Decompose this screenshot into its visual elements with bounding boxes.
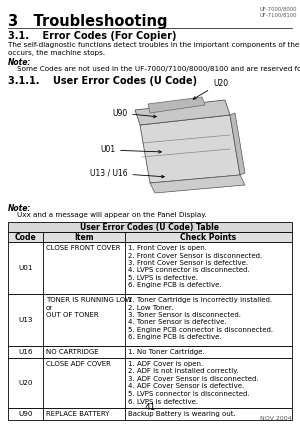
Text: U20: U20 [18,380,33,386]
Text: Check Points: Check Points [180,232,237,241]
Text: CLOSE ADF COVER: CLOSE ADF COVER [46,361,111,367]
Polygon shape [140,115,240,183]
Text: 1. Toner Cartridge is incorrectly installed.
2. Low Toner.
3. Toner Sensor is di: 1. Toner Cartridge is incorrectly instal… [128,297,273,340]
Text: 1. Front Cover is open.
2. Front Cover Sensor is disconnected.
3. Front Cover Se: 1. Front Cover is open. 2. Front Cover S… [128,245,262,289]
Polygon shape [230,113,245,175]
Bar [8,242,292,294]
Text: U01: U01 [100,145,161,155]
Text: U01: U01 [18,265,33,271]
Text: U16: U16 [18,349,33,355]
Bar [8,294,292,346]
Bar [8,346,292,358]
Text: U90: U90 [112,108,156,118]
Bar [8,222,292,232]
Text: U20: U20 [193,79,228,99]
Text: UF-7000/8000
UF-7100/8100: UF-7000/8000 UF-7100/8100 [260,6,297,17]
Text: NOV 2004: NOV 2004 [260,416,292,420]
Polygon shape [150,175,245,193]
Polygon shape [135,100,230,125]
Text: TONER IS RUNNING LOW
or
OUT OF TONER: TONER IS RUNNING LOW or OUT OF TONER [46,297,132,318]
Text: Some Codes are not used in the UF-7000/7100/8000/8100 and are reserved for futur: Some Codes are not used in the UF-7000/7… [8,66,300,72]
Text: Item: Item [74,232,94,241]
Bar [8,232,292,242]
Text: 3.1.    Error Codes (For Copier): 3.1. Error Codes (For Copier) [8,31,176,41]
Polygon shape [148,97,205,113]
Text: Backup Battery is wearing out.: Backup Battery is wearing out. [128,411,236,417]
Text: REPLACE BATTERY: REPLACE BATTERY [46,411,110,417]
Text: NO CARTRIDGE: NO CARTRIDGE [46,349,99,355]
Text: User Error Codes (U Code) Table: User Error Codes (U Code) Table [80,223,220,232]
Text: U90: U90 [18,411,33,417]
Text: Note:: Note: [8,204,32,213]
Text: 3   Troubleshooting: 3 Troubleshooting [8,14,167,29]
Text: Uxx and a message will appear on the Panel Display.: Uxx and a message will appear on the Pan… [8,212,207,218]
Text: 3.1.1.    User Error Codes (U Code): 3.1.1. User Error Codes (U Code) [8,76,197,86]
Text: U13 / U16: U13 / U16 [90,168,164,178]
Text: CLOSE FRONT COVER: CLOSE FRONT COVER [46,245,121,251]
Text: The self-diagnostic functions detect troubles in the important components of the: The self-diagnostic functions detect tro… [8,42,300,56]
Text: 1. No Toner Cartridge.: 1. No Toner Cartridge. [128,349,205,355]
Bar [8,358,292,408]
Text: Code: Code [15,232,36,241]
Bar [8,408,292,420]
Text: 1. ADF Cover is open.
2. ADF is not installed correctly.
3. ADF Cover Sensor is : 1. ADF Cover is open. 2. ADF is not inst… [128,361,259,405]
Text: 41: 41 [144,403,156,413]
Text: Note:: Note: [8,58,32,67]
Text: U13: U13 [18,317,33,323]
